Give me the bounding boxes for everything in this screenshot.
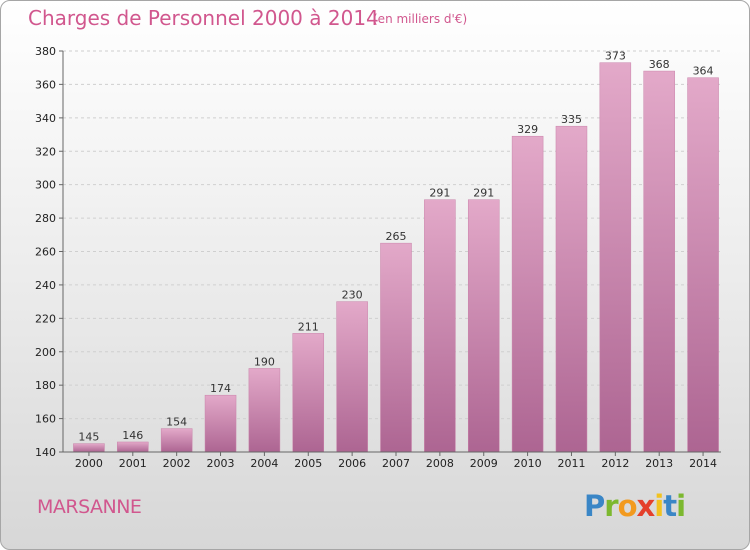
data-label-2011: 335 — [561, 113, 582, 126]
bars: 145 146 154 174 190 211 230 265 291 291 329 335 373 3… — [73, 50, 719, 453]
data-label-2004: 190 — [254, 355, 275, 368]
logo-letter: i — [676, 489, 686, 523]
bar-2004 — [248, 368, 281, 453]
data-label-2007: 265 — [386, 230, 407, 243]
data-label-2014: 364 — [693, 65, 714, 78]
bar-2003 — [204, 394, 237, 453]
y-tick-label-360: 360 — [35, 78, 56, 91]
chart-subtitle: (en milliers d'€) — [373, 12, 468, 26]
y-tick-label-380: 380 — [35, 45, 56, 58]
data-label-2009: 291 — [473, 187, 494, 200]
x-tick-label-2010: 2010 — [514, 457, 542, 470]
y-tick-label-140: 140 — [35, 446, 56, 459]
x-tick-label-2009: 2009 — [470, 457, 498, 470]
x-tick-label-2002: 2002 — [163, 457, 191, 470]
logo-letter: i — [654, 489, 664, 523]
bar-2011 — [555, 125, 588, 453]
logo-letter: r — [604, 489, 618, 523]
logo-letter: t — [663, 489, 677, 523]
data-label-2008: 291 — [429, 187, 450, 200]
bar-2000 — [73, 443, 105, 453]
y-tick-label-180: 180 — [35, 379, 56, 392]
x-tick-label-2005: 2005 — [294, 457, 322, 470]
bar-2012 — [599, 62, 632, 453]
x-tick-label-2008: 2008 — [426, 457, 454, 470]
x-tick-label-2000: 2000 — [75, 457, 103, 470]
data-label-2006: 230 — [342, 289, 363, 302]
y-tick-label-300: 300 — [35, 179, 56, 192]
y-tick-label-220: 220 — [35, 312, 56, 325]
chart-title: Charges de Personnel 2000 à 2014 — [28, 6, 379, 30]
data-label-2003: 174 — [210, 382, 231, 395]
axes: 140 160 180 200 220 240 260 280 300 320 340 360 380 2… — [35, 45, 721, 470]
bar-2010 — [511, 135, 544, 453]
x-tick-label-2014: 2014 — [689, 457, 717, 470]
proxiti-logo: Proxiti — [584, 489, 686, 523]
y-tick-label-260: 260 — [35, 246, 56, 259]
bar-2014 — [687, 77, 719, 453]
data-label-2010: 329 — [517, 123, 538, 136]
y-tick-label-280: 280 — [35, 212, 56, 225]
y-tick-label-320: 320 — [35, 145, 56, 158]
logo-letter: x — [636, 489, 656, 523]
data-label-2012: 373 — [605, 50, 626, 63]
x-tick-label-2003: 2003 — [207, 457, 235, 470]
y-tick-label-200: 200 — [35, 346, 56, 359]
y-tick-label-240: 240 — [35, 279, 56, 292]
data-label-2013: 368 — [649, 58, 670, 71]
commune-name: MARSANNE — [37, 496, 142, 518]
data-label-2000: 145 — [78, 431, 99, 444]
x-tick-label-2012: 2012 — [601, 457, 629, 470]
y-tick-label-340: 340 — [35, 112, 56, 125]
bar-2001 — [117, 441, 149, 453]
x-tick-label-2004: 2004 — [250, 457, 278, 470]
x-tick-label-2011: 2011 — [557, 457, 585, 470]
logo-letter: o — [617, 489, 638, 523]
bar-2009 — [467, 199, 500, 453]
bar-2008 — [424, 199, 456, 453]
x-tick-label-2007: 2007 — [382, 457, 410, 470]
bar-2005 — [292, 333, 325, 453]
bar-2006 — [336, 301, 368, 453]
data-label-2001: 146 — [122, 429, 143, 442]
x-tick-label-2013: 2013 — [645, 457, 673, 470]
logo-letter: P — [584, 489, 605, 523]
data-label-2005: 211 — [298, 320, 319, 333]
bar-2002 — [160, 428, 193, 453]
bar-2013 — [643, 70, 675, 453]
x-tick-label-2001: 2001 — [119, 457, 147, 470]
y-tick-label-160: 160 — [35, 413, 56, 426]
data-label-2002: 154 — [166, 416, 187, 429]
x-tick-label-2006: 2006 — [338, 457, 366, 470]
bar-2007 — [380, 242, 412, 453]
